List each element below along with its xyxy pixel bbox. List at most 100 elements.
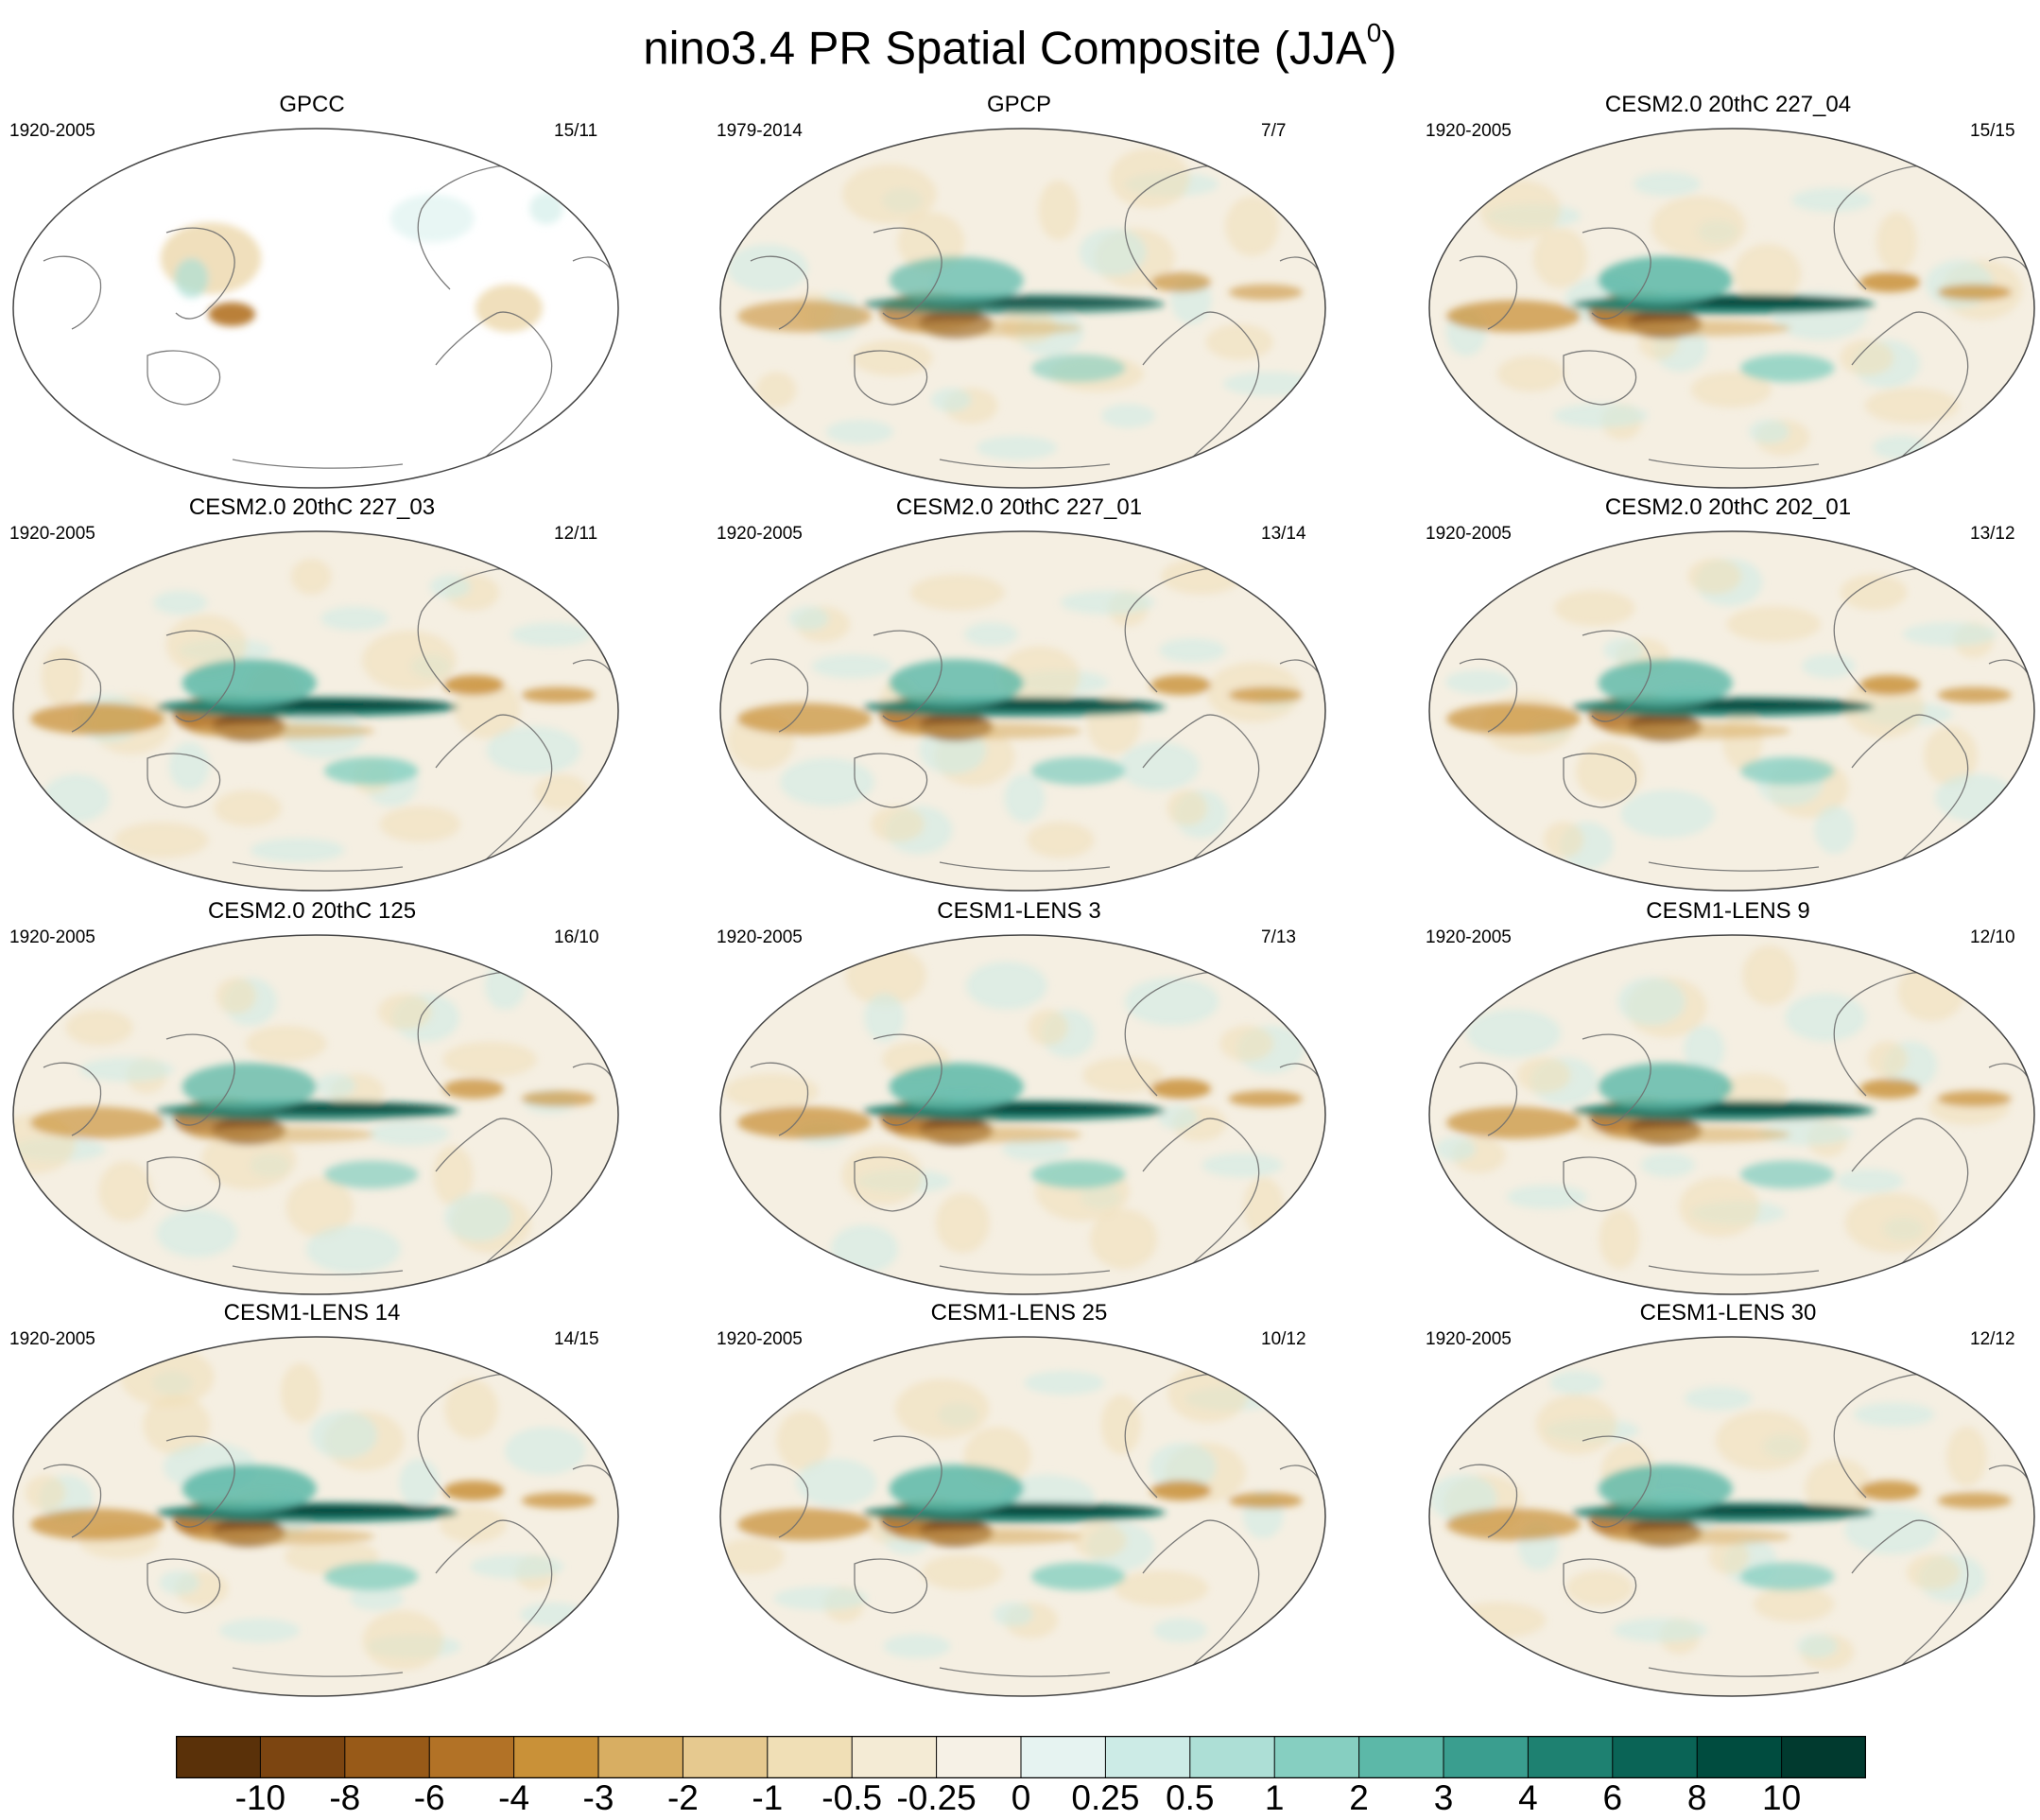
- coastline: [1648, 861, 1820, 872]
- map-panel: GPCP 1979-2014 7/7: [707, 91, 1369, 493]
- anomaly-patch: [1109, 147, 1190, 209]
- coastline: [939, 1667, 1111, 1677]
- west-pacific-wet-anomaly: [889, 1063, 1024, 1111]
- coastline: [939, 459, 1111, 469]
- atlantic-itcz-dry-anomaly: [1228, 1090, 1303, 1107]
- west-pacific-wet-anomaly: [889, 256, 1024, 304]
- panel-event-count: 12/10: [1970, 927, 2015, 947]
- anomaly-patch: [1124, 977, 1219, 1026]
- panel-event-count: 10/12: [1261, 1329, 1306, 1349]
- coastline: [1582, 227, 1651, 320]
- central-america-dry-anomaly: [1859, 675, 1921, 696]
- colorbar: [176, 1736, 1866, 1778]
- anomaly-patch: [1734, 244, 1802, 304]
- map-border: [1428, 1336, 2035, 1697]
- anomaly-patch: [727, 244, 808, 292]
- anomaly-patch: [486, 726, 581, 774]
- panel-event-count: 12/12: [1970, 1329, 2015, 1349]
- anomaly-patch: [442, 1041, 537, 1078]
- central-america-dry-anomaly: [1150, 1079, 1212, 1100]
- south-equatorial-dry-anomaly: [189, 1126, 375, 1143]
- panel-title: GPCP: [986, 92, 1051, 117]
- coastline: [147, 753, 221, 808]
- south-equatorial-dry-anomaly: [896, 320, 1082, 337]
- anomaly-patch: [1708, 1538, 1750, 1575]
- anomaly-patch: [1079, 228, 1147, 277]
- anomaly-patch: [724, 1073, 819, 1110]
- west-pacific-wet-anomaly: [182, 1063, 317, 1111]
- map-panel: CESM2.0 20thC 125 1920-2005 16/10: [0, 897, 662, 1299]
- panel-period: 1920-2005: [1426, 121, 1512, 141]
- colorbar-segment: [1189, 1736, 1276, 1778]
- south-equatorial-dry-anomaly: [1605, 1126, 1791, 1143]
- anomaly-patch: [42, 773, 111, 823]
- coastline: [165, 1033, 235, 1126]
- coastline: [873, 1435, 942, 1528]
- anomaly-patch: [168, 742, 210, 790]
- anomaly-patch: [1149, 1442, 1217, 1491]
- south-pacific-wet-anomaly: [323, 1562, 419, 1591]
- atlantic-itcz-dry-anomaly: [1228, 1492, 1303, 1509]
- anomaly-patch: [444, 1193, 512, 1241]
- south-pacific-wet-anomaly: [323, 1160, 419, 1189]
- atlantic-itcz-dry-anomaly: [1228, 284, 1303, 301]
- anomaly-patch: [1506, 1185, 1588, 1209]
- anomaly-patch: [285, 1177, 354, 1238]
- map-border: [12, 1336, 619, 1697]
- anomaly-patch: [1004, 773, 1046, 823]
- coastline: [1851, 311, 1969, 460]
- anomaly-patch: [825, 420, 894, 444]
- south-pacific-wet-anomaly: [1030, 1160, 1126, 1189]
- coastline: [1459, 1464, 1518, 1538]
- map-panel: CESM1-LENS 25 1920-2005 10/12: [707, 1299, 1369, 1701]
- coastline: [854, 1156, 928, 1212]
- panel-event-count: 13/14: [1261, 524, 1306, 544]
- precip-anomaly-map: [713, 119, 1333, 491]
- precip-anomaly-map: [6, 926, 626, 1297]
- coastline: [232, 861, 404, 872]
- colorbar-tick-label: 0.5: [1166, 1778, 1215, 1817]
- indian-ocean-dry-anomaly: [737, 300, 873, 333]
- coastline: [435, 1519, 553, 1669]
- anomaly-patch: [1038, 180, 1080, 241]
- anomaly-patch: [1202, 1153, 1283, 1178]
- west-pacific-wet-anomaly: [182, 659, 317, 707]
- panel-period: 1920-2005: [9, 121, 95, 141]
- anomaly-patch: [315, 1073, 356, 1098]
- anomaly-patch: [1687, 558, 1742, 595]
- anomaly-patch: [1161, 558, 1242, 595]
- central-america-dry-anomaly: [1859, 1079, 1921, 1100]
- coastline: [1851, 1118, 1969, 1267]
- anomaly-patch: [1864, 388, 1960, 425]
- indian-ocean-dry-anomaly: [30, 702, 165, 736]
- anomaly-patch: [1867, 1041, 1909, 1078]
- anomaly-patch: [1028, 1009, 1068, 1046]
- colorbar-tick-label: -3: [582, 1778, 614, 1817]
- colorbar-tick-label: 1: [1264, 1778, 1285, 1817]
- colorbar-segment: [1273, 1736, 1360, 1778]
- anomaly-patch: [1685, 1386, 1753, 1411]
- coastline: [43, 255, 102, 330]
- coastline: [873, 227, 942, 320]
- anomaly-patch: [1429, 1474, 1497, 1523]
- anomaly-patch: [1805, 1458, 1873, 1518]
- central-america-dry-anomaly: [443, 675, 505, 696]
- west-pacific-wet-anomaly: [1598, 659, 1733, 707]
- anomaly-patch: [1072, 1522, 1127, 1559]
- anomaly-patch: [1157, 1105, 1199, 1130]
- anomaly-patch: [65, 1009, 133, 1046]
- coastline: [147, 1558, 221, 1614]
- anomaly-patch: [444, 1378, 499, 1439]
- central-america-dry-anomaly: [443, 1481, 505, 1501]
- panel-period: 1920-2005: [1426, 524, 1512, 544]
- coastline: [1648, 1667, 1820, 1677]
- colorbar-segment: [936, 1736, 1022, 1778]
- map-border: [719, 934, 1326, 1295]
- colorbar-segment: [1696, 1736, 1783, 1778]
- colorbar-tick-label: 0.25: [1071, 1778, 1140, 1817]
- coastline: [232, 459, 404, 469]
- map-panel: CESM2.0 20thC 227_04 1920-2005 15/15: [1416, 91, 2040, 493]
- panel-title: CESM2.0 20thC 227_03: [188, 494, 436, 520]
- atlantic-itcz-dry-anomaly: [1228, 686, 1303, 703]
- anomaly-patch: [1715, 1410, 1810, 1471]
